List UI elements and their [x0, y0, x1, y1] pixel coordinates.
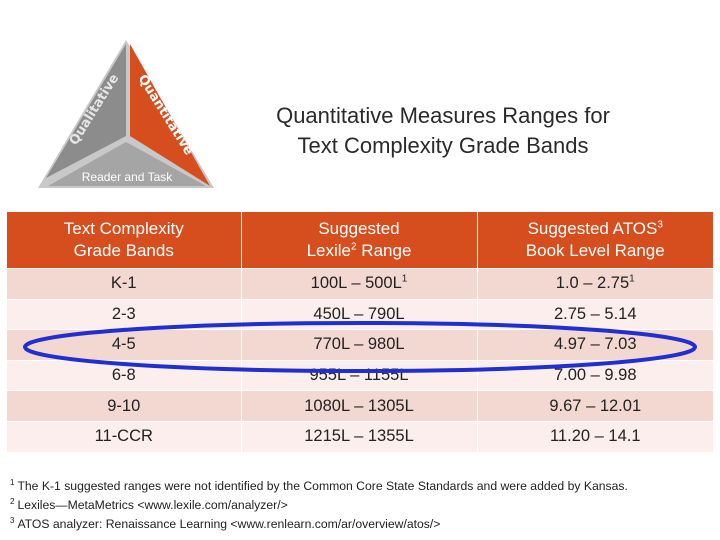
cell-grade-band: K-1 [7, 268, 241, 300]
cell-text: 11.20 – 14.1 [549, 427, 641, 446]
cell-atos-range: 9.67 – 12.01 [476, 390, 713, 422]
footnote-marker: 1 [629, 273, 635, 285]
cell-grade-band: 11-CCR [7, 420, 241, 452]
cell-text: 1.0 – 2.75 [555, 274, 630, 293]
cell-atos-range: 4.97 – 7.03 [476, 329, 713, 361]
header-atos-range: Suggested ATOS3 Book Level Range [476, 212, 713, 269]
cell-text: 9-10 [107, 396, 141, 415]
header-grade-bands: Text Complexity Grade Bands [7, 212, 241, 269]
table-row: 2-3 450L – 790L 2.75 – 5.14 [7, 298, 713, 330]
footnotes: 1 The K-1 suggested ranges were not ident… [10, 475, 628, 532]
cell-atos-range: 11.20 – 14.1 [476, 420, 713, 452]
table-header-row: Text Complexity Grade Bands Suggested Le… [7, 212, 713, 269]
footnote-text: Lexiles—MetaMetrics <www.lexile.com/anal… [17, 498, 288, 513]
cell-text: 770L – 980L [313, 335, 405, 354]
qualitative-face [46, 44, 126, 178]
reader-task-label: Reader and Task [82, 170, 174, 184]
cell-lexile-range: 955L – 1155L [240, 359, 477, 391]
cell-grade-band: 9-10 [7, 390, 241, 422]
table-row: 11-CCR 1215L – 1355L 11.20 – 14.1 [7, 420, 713, 452]
cell-text: 2.75 – 5.14 [553, 304, 637, 323]
header-text: Suggested [318, 219, 400, 238]
cell-text: 4-5 [111, 335, 136, 354]
reader-task-face [48, 142, 206, 186]
footnote-text: ATOS analyzer: Renaissance Learning <www… [17, 517, 441, 532]
cell-atos-range: 7.00 – 9.98 [476, 359, 713, 391]
cell-text: 100L – 500L [310, 274, 402, 293]
footnote-number: 2 [10, 497, 15, 507]
header-text: Grade Bands [73, 241, 174, 260]
table-row: 6-8 955L – 1155L 7.00 – 9.98 [7, 359, 713, 391]
header-text: Book Level Range [525, 241, 665, 260]
cell-text: 11-CCR [94, 427, 153, 446]
quantitative-face [130, 44, 210, 186]
grade-band-table: Text Complexity Grade Bands Suggested Le… [7, 212, 713, 452]
footnote-marker: 3 [657, 219, 663, 231]
cell-grade-band: 2-3 [7, 298, 241, 330]
cell-lexile-range: 450L – 790L [240, 298, 477, 330]
cell-text: 450L – 790L [313, 304, 405, 323]
cell-text: 7.00 – 9.98 [553, 366, 637, 385]
header-text: Text Complexity [63, 219, 184, 238]
footnote-number: 3 [10, 516, 15, 526]
header-text: Range [356, 241, 412, 260]
footnote-text: The K-1 suggested ranges were not identi… [17, 479, 628, 494]
footnote-2: 2 Lexiles—MetaMetrics <www.lexile.com/ana… [10, 494, 628, 513]
cell-text: 9.67 – 12.01 [549, 396, 642, 415]
footnote-number: 1 [10, 478, 15, 487]
cell-lexile-range: 770L – 980L [240, 329, 477, 361]
title-line-2: Text Complexity Grade Bands [297, 133, 589, 158]
cell-grade-band: 4-5 [7, 329, 241, 361]
header-text: Lexile [306, 241, 352, 260]
title-line-1: Quantitative Measures Ranges for [276, 103, 610, 128]
cell-text: 4.97 – 7.03 [553, 335, 637, 354]
table-row: 4-5 770L – 980L 4.97 – 7.03 [7, 329, 713, 361]
page-title: Quantitative Measures Ranges for Text Co… [238, 101, 648, 161]
footnote-marker: 2 [351, 241, 357, 253]
cell-text: 1215L – 1355L [304, 427, 414, 446]
cell-lexile-range: 100L – 500L1 [240, 268, 477, 300]
cell-text: 2-3 [111, 304, 136, 323]
cell-grade-band: 6-8 [7, 359, 241, 391]
footnote-1: 1 The K-1 suggested ranges were not ident… [10, 475, 628, 494]
cell-lexile-range: 1215L – 1355L [240, 420, 477, 452]
cell-text: 955L – 1155L [309, 366, 409, 385]
text-complexity-triangle: Qualitative Quantitative Reader and Task [38, 40, 214, 188]
footnote-3: 3 ATOS analyzer: Renaissance Learning <ww… [10, 513, 628, 532]
header-text: Suggested ATOS [527, 219, 658, 238]
cell-text: 6-8 [111, 366, 136, 385]
cell-lexile-range: 1080L – 1305L [240, 390, 477, 422]
table-row: 9-10 1080L – 1305L 9.67 – 12.01 [7, 390, 713, 422]
header-lexile-range: Suggested Lexile2 Range [240, 212, 477, 269]
cell-atos-range: 1.0 – 2.751 [476, 268, 713, 300]
cell-text: K-1 [110, 274, 137, 293]
table-row: K-1 100L – 500L1 1.0 – 2.751 [7, 268, 713, 300]
cell-text: 1080L – 1305L [304, 396, 414, 415]
footnote-marker: 1 [401, 273, 408, 285]
cell-atos-range: 2.75 – 5.14 [476, 298, 713, 330]
